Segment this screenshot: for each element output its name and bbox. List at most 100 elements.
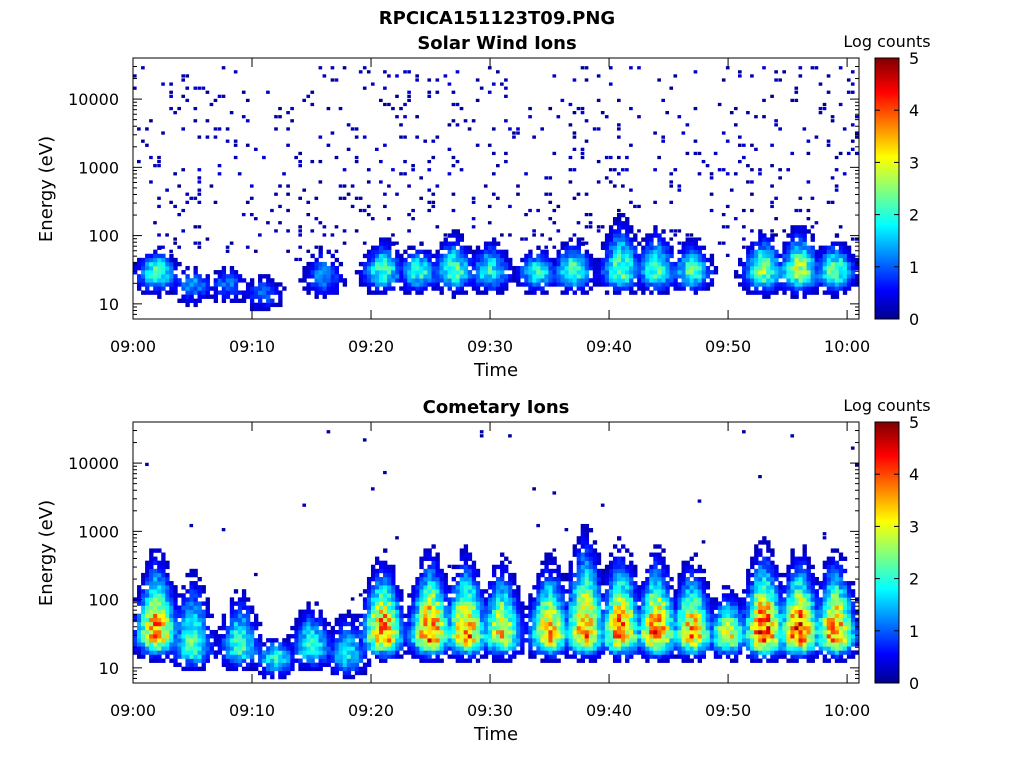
heatmap-cell <box>766 237 771 242</box>
heatmap-cell <box>169 621 174 627</box>
heatmap-cell <box>496 581 501 586</box>
heatmap-cell <box>770 233 775 238</box>
heatmap-cell <box>810 237 815 242</box>
heatmap-cell <box>193 581 198 586</box>
heatmap-cell <box>383 270 388 275</box>
heatmap-cell <box>617 576 622 582</box>
heatmap-cell <box>197 646 202 651</box>
heatmap-cell <box>157 282 162 287</box>
heatmap-cell <box>161 589 166 594</box>
heatmap-cell <box>435 249 440 255</box>
heatmap-cell <box>403 135 407 139</box>
heatmap-cell <box>649 261 654 267</box>
heatmap-cell <box>496 286 501 291</box>
heatmap-cell <box>463 609 469 614</box>
heatmap-cell <box>487 621 493 627</box>
heatmap-cell <box>649 585 654 590</box>
heatmap-cell <box>415 597 420 602</box>
heatmap-cell <box>415 621 420 627</box>
heatmap-cell <box>471 593 477 598</box>
heatmap-cell <box>197 593 202 598</box>
heatmap-cell <box>310 650 315 655</box>
heatmap-cell <box>552 556 557 561</box>
heatmap-cell <box>475 253 481 259</box>
heatmap-cell <box>475 143 480 147</box>
heatmap-cell <box>435 638 440 643</box>
heatmap-cell <box>427 613 432 619</box>
heatmap-cell <box>540 572 545 578</box>
heatmap-cell <box>366 621 372 627</box>
heatmap-cell <box>459 597 465 602</box>
heatmap-cell <box>673 589 678 594</box>
heatmap-cell <box>584 241 589 245</box>
heatmap-cell <box>705 270 711 275</box>
heatmap-cell <box>596 621 602 627</box>
heatmap-cell <box>245 286 251 291</box>
heatmap-cell <box>653 601 658 606</box>
heatmap-cell <box>161 261 166 267</box>
heatmap-cell <box>568 589 573 594</box>
heatmap-cell <box>657 585 662 590</box>
heatmap-cell <box>391 261 396 267</box>
heatmap-cell <box>705 274 711 279</box>
heatmap-cell <box>407 613 412 619</box>
heatmap-cell <box>649 650 654 655</box>
heatmap-cell <box>814 249 819 255</box>
heatmap-cell <box>358 670 364 676</box>
heatmap-cell <box>629 200 633 204</box>
heatmap-cell <box>241 589 247 594</box>
heatmap-cell <box>379 593 384 598</box>
heatmap-cell <box>145 581 150 586</box>
heatmap-cell <box>322 634 327 639</box>
heatmap-cell <box>584 544 590 549</box>
heatmap-cell <box>443 646 448 651</box>
heatmap-cell <box>491 629 497 635</box>
heatmap-cell <box>782 261 787 267</box>
heatmap-cell <box>173 257 178 263</box>
heatmap-cell <box>145 589 150 594</box>
heatmap-cell <box>435 621 440 627</box>
heatmap-cell <box>596 74 601 78</box>
heatmap-cell <box>161 274 166 279</box>
heatmap-cell <box>544 576 549 582</box>
heatmap-cell <box>540 274 545 279</box>
heatmap-cell <box>213 650 218 655</box>
heatmap-cell <box>262 658 267 663</box>
heatmap-cell <box>193 572 198 578</box>
heatmap-cell <box>431 621 436 627</box>
heatmap-cell <box>500 253 505 259</box>
heatmap-cell <box>197 282 202 287</box>
heatmap-cell <box>306 282 311 287</box>
heatmap-cell <box>366 634 372 639</box>
heatmap-cell <box>197 241 202 245</box>
heatmap-cell <box>665 257 670 263</box>
heatmap-cell <box>576 564 581 570</box>
heatmap-cell <box>193 286 198 291</box>
heatmap-cell <box>822 106 827 111</box>
heatmap-cell <box>415 646 420 651</box>
heatmap-cell <box>419 270 424 275</box>
heatmap-cell <box>137 593 142 598</box>
heatmap-cell <box>459 552 465 557</box>
heatmap-cell <box>826 249 832 255</box>
heatmap-cell <box>798 265 803 271</box>
heatmap-cell <box>362 208 367 213</box>
heatmap-cell <box>568 278 573 283</box>
heatmap-cell <box>334 225 339 229</box>
heatmap-cell <box>588 286 594 291</box>
heatmap-cell <box>346 634 352 639</box>
heatmap-cell <box>334 617 339 623</box>
heatmap-cell <box>850 278 856 283</box>
heatmap-cell <box>435 253 440 259</box>
heatmap-cell <box>423 597 428 602</box>
heatmap-cell <box>604 176 609 180</box>
heatmap-cell <box>584 257 590 263</box>
heatmap-cell <box>496 642 501 647</box>
heatmap-cell <box>612 286 618 291</box>
heatmap-cell <box>282 172 286 176</box>
heatmap-cell <box>375 265 380 271</box>
heatmap-cell <box>435 78 440 82</box>
heatmap-cell <box>512 270 517 275</box>
heatmap-cell <box>588 572 594 578</box>
heatmap-cell <box>738 143 742 147</box>
